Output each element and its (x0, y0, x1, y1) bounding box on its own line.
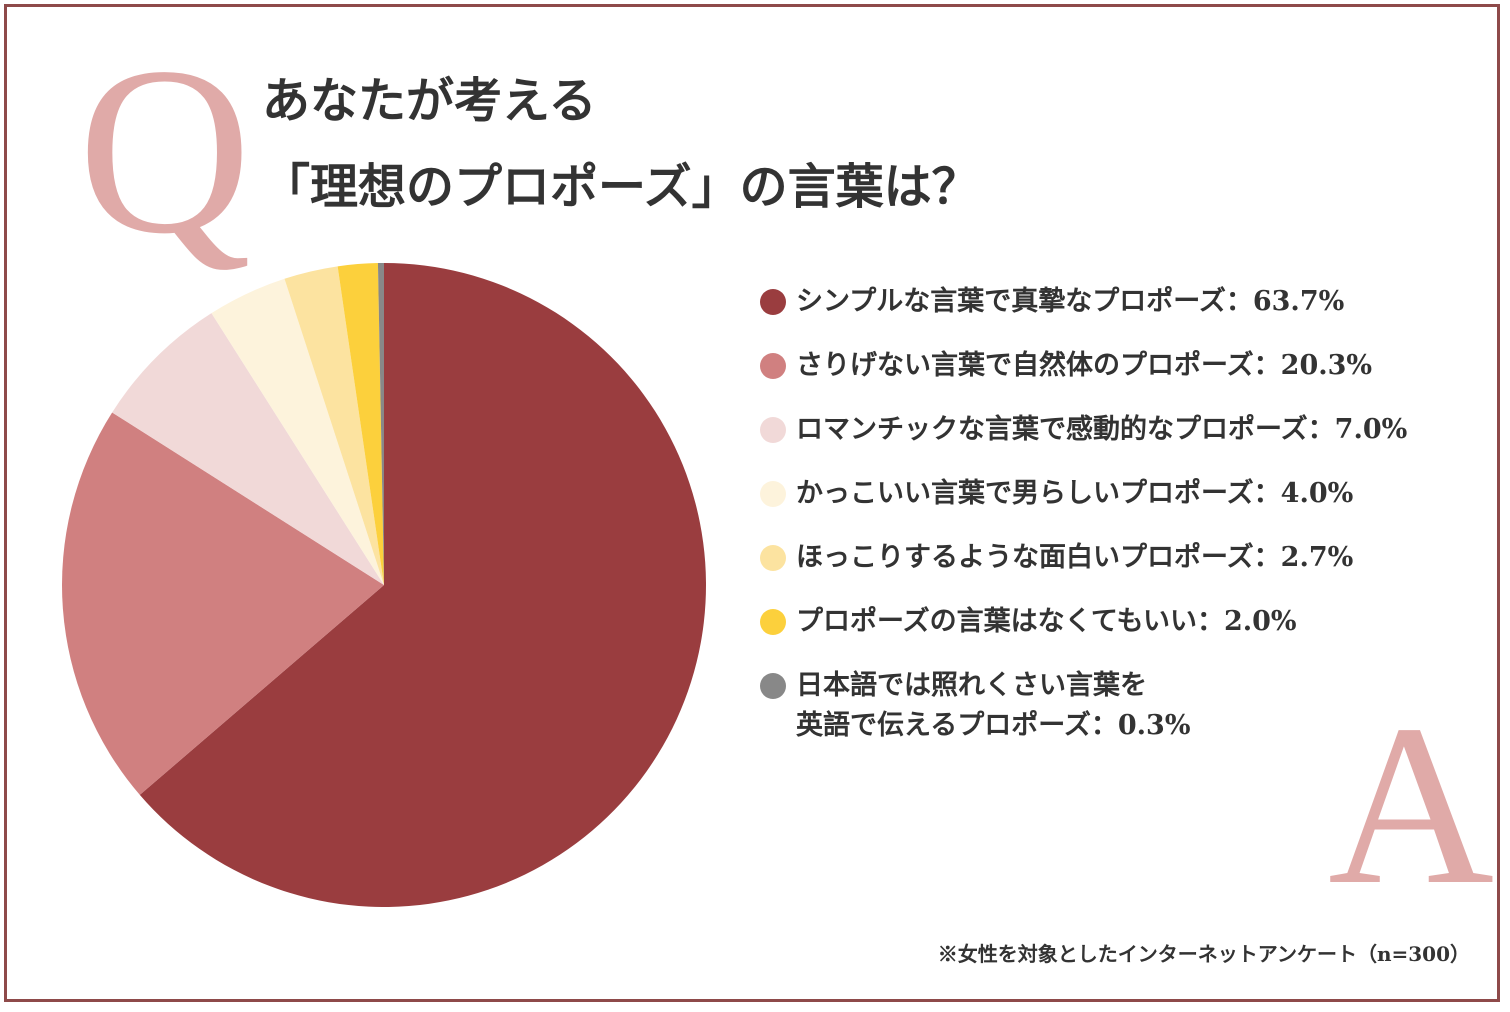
legend-item: さりげない言葉で自然体のプロポーズ：20.3% (760, 346, 1407, 386)
legend-item: ロマンチックな言葉で感動的なプロポーズ：7.0% (760, 410, 1407, 450)
legend-item: ほっこりするような面白いプロポーズ：2.7% (760, 538, 1407, 578)
value-label: 0.3% (1117, 710, 1191, 741)
legend-swatch (760, 545, 786, 571)
legend-label: シンプルな言葉で真摯なプロポーズ： (796, 286, 1253, 317)
legend-swatch (760, 481, 786, 507)
legend-item: シンプルな言葉で真摯なプロポーズ：63.7% (760, 282, 1407, 322)
legend-item: 日本語では照れくさい言葉を 英語で伝えるプロポーズ：0.3% (760, 666, 1407, 746)
footnote: ※女性を対象としたインターネットアンケート（n=300） (937, 942, 1470, 966)
legend-item: かっこいい言葉で男らしいプロポーズ：4.0% (760, 474, 1407, 514)
value-label: 7.0% (1334, 414, 1408, 445)
legend-text: シンプルな言葉で真摯なプロポーズ：63.7% (796, 282, 1344, 322)
answer-mark: A (1328, 677, 1495, 932)
value-label: 4.0% (1280, 478, 1354, 509)
legend-text: プロポーズの言葉はなくてもいい：2.0% (796, 602, 1297, 642)
chart-title: あなたが考える 「理想のプロポーズ」の言葉は？ (262, 73, 980, 215)
legend-label: かっこいい言葉で男らしいプロポーズ： (796, 478, 1281, 509)
pie-chart (62, 263, 707, 907)
pie-slice (284, 266, 384, 585)
legend-swatch (760, 353, 786, 379)
legend-label: ロマンチックな言葉で感動的なプロポーズ： (796, 414, 1335, 445)
legend-text: かっこいい言葉で男らしいプロポーズ：4.0% (796, 474, 1353, 514)
legend-text: ロマンチックな言葉で感動的なプロポーズ：7.0% (796, 410, 1407, 450)
legend-text: ほっこりするような面白いプロポーズ：2.7% (796, 538, 1353, 578)
legend-label: ほっこりするような面白いプロポーズ： (796, 542, 1281, 573)
value-label: 2.0% (1223, 606, 1297, 637)
legend: シンプルな言葉で真摯なプロポーズ：63.7% さりげない言葉で自然体のプロポーズ：… (760, 282, 1407, 770)
pie-slice (62, 412, 385, 795)
pie-slice (139, 263, 707, 907)
legend-swatch (760, 417, 786, 443)
pie-slice (337, 263, 384, 585)
pie-slice (211, 278, 384, 585)
pie-slice (377, 263, 384, 585)
legend-item: プロポーズの言葉はなくてもいい：2.0% (760, 602, 1407, 642)
legend-swatch (760, 289, 786, 315)
legend-label: 日本語では照れくさい言葉を 英語で伝えるプロポーズ： (796, 670, 1147, 741)
legend-swatch (760, 609, 786, 635)
question-mark: Q (78, 17, 252, 283)
legend-swatch (760, 673, 786, 699)
pie-slice (112, 313, 385, 585)
legend-label: プロポーズの言葉はなくてもいい： (796, 606, 1224, 637)
legend-text: さりげない言葉で自然体のプロポーズ：20.3% (796, 346, 1372, 386)
value-label: 20.3% (1280, 350, 1373, 381)
frame (4, 4, 1500, 1002)
value-label: 63.7% (1252, 286, 1345, 317)
legend-text: 日本語では照れくさい言葉を 英語で伝えるプロポーズ：0.3% (796, 666, 1190, 746)
legend-label: さりげない言葉で自然体のプロポーズ： (796, 350, 1281, 381)
value-label: 2.7% (1280, 542, 1354, 573)
